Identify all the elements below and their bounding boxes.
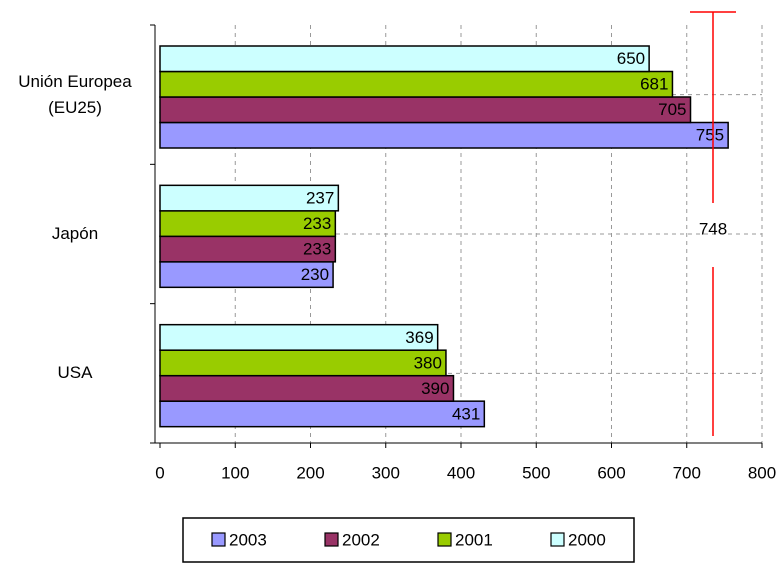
legend-swatch <box>437 532 452 547</box>
data-label: 755 <box>696 126 724 145</box>
x-tick-label: 700 <box>673 463 701 482</box>
legend-swatch <box>550 532 565 547</box>
legend-swatch <box>211 532 226 547</box>
bar <box>159 184 340 212</box>
y-tick-label: Unión Europea (EU25) <box>18 71 132 117</box>
data-label: 705 <box>658 100 686 119</box>
x-tick-label: 400 <box>447 463 475 482</box>
data-label: 431 <box>452 404 480 423</box>
bar <box>159 235 337 263</box>
y-tick-label: Japón <box>51 224 99 243</box>
bar <box>159 261 334 289</box>
data-label: 681 <box>640 75 668 94</box>
bar <box>159 96 692 124</box>
x-tick-label: 200 <box>296 463 324 482</box>
legend-label: 2001 <box>455 530 493 549</box>
x-tick-label: 100 <box>221 463 249 482</box>
legend-swatch <box>324 532 339 547</box>
data-label: 390 <box>421 379 449 398</box>
bar <box>159 70 674 98</box>
data-label: 233 <box>303 240 331 259</box>
annotation: 748 <box>699 219 727 238</box>
legend-label: 2002 <box>342 530 380 549</box>
data-label: 369 <box>405 328 433 347</box>
bar <box>159 400 486 428</box>
x-tick-label: 300 <box>372 463 400 482</box>
y-tick-label: USA <box>57 363 93 383</box>
data-label: 380 <box>414 353 442 372</box>
legend-label: 2003 <box>229 530 267 549</box>
data-label: 233 <box>303 214 331 233</box>
legend-label: 2000 <box>568 530 606 549</box>
bar <box>159 349 447 377</box>
data-label: 237 <box>306 189 334 208</box>
bar <box>159 121 729 149</box>
x-tick-label: 500 <box>522 463 550 482</box>
data-label: 230 <box>301 265 329 284</box>
data-label: 650 <box>617 49 645 68</box>
x-tick-label: 600 <box>597 463 625 482</box>
bar <box>159 323 439 351</box>
bar <box>159 45 650 73</box>
x-tick-label: 0 <box>155 463 164 482</box>
bar <box>159 374 455 402</box>
x-tick-label: 800 <box>748 463 776 482</box>
